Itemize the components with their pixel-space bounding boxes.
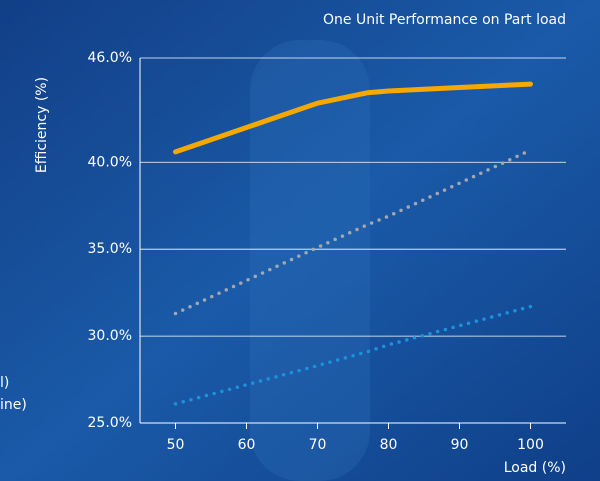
y-tick-label: 40.0% bbox=[88, 154, 132, 170]
series-line bbox=[173, 148, 533, 316]
y-tick-label: 30.0% bbox=[88, 328, 132, 344]
y-tick-label: 25.0% bbox=[88, 415, 132, 431]
y-tick-label: 46.0% bbox=[88, 50, 132, 66]
x-tick-label: 50 bbox=[167, 437, 185, 453]
x-tick-label: 90 bbox=[451, 437, 469, 453]
x-tick-label: 60 bbox=[238, 437, 256, 453]
series-line bbox=[173, 81, 533, 155]
y-axis-label: Efficiency (%) bbox=[34, 77, 50, 173]
x-axis-label: Load (%) bbox=[504, 460, 566, 476]
series-line bbox=[173, 304, 533, 406]
x-tick-label: 100 bbox=[517, 437, 544, 453]
chart-title: One Unit Performance on Part load bbox=[323, 12, 566, 28]
legend-fragment: l) bbox=[0, 375, 9, 391]
background-pipe bbox=[250, 40, 370, 481]
y-tick-label: 35.0% bbox=[88, 241, 132, 257]
x-tick-label: 80 bbox=[380, 437, 398, 453]
x-tick-label: 70 bbox=[309, 437, 327, 453]
legend-fragment: ine) bbox=[0, 397, 27, 413]
